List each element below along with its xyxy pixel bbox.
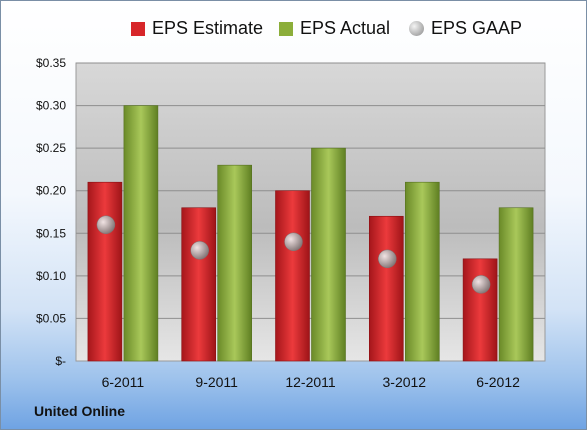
y-tick-label: $0.30 — [36, 99, 66, 113]
marker-eps-gaap — [190, 241, 209, 260]
x-tick-label: 12-2011 — [285, 374, 336, 390]
marker-eps-gaap — [471, 275, 491, 294]
y-tick-label: $0.35 — [36, 56, 66, 70]
y-tick-label: $- — [55, 354, 66, 368]
legend-item-eps-gaap: EPS GAAP — [409, 18, 522, 39]
bar-eps-estimate — [87, 181, 123, 362]
bar-eps-actual — [217, 164, 252, 362]
legend-item-eps-estimate: EPS Estimate — [131, 18, 263, 39]
legend-label-eps-gaap: EPS GAAP — [431, 18, 523, 38]
y-tick-label: $0.20 — [36, 184, 66, 198]
legend: EPS Estimate EPS Actual EPS GAAP — [1, 18, 586, 42]
marker-eps-gaap — [96, 215, 116, 235]
legend-swatch-eps-gaap — [409, 21, 424, 36]
bar-eps-estimate — [462, 258, 498, 362]
bar-eps-actual — [498, 207, 534, 362]
marker-eps-gaap — [284, 232, 303, 252]
x-tick-label: 9-2011 — [195, 374, 238, 390]
legend-label-eps-estimate: EPS Estimate — [152, 18, 264, 38]
bar-eps-estimate — [181, 207, 216, 362]
y-tick-label: $0.25 — [36, 141, 66, 155]
legend-swatch-eps-actual — [279, 21, 293, 36]
legend-swatch-eps-estimate — [131, 21, 145, 36]
legend-item-eps-actual: EPS Actual — [279, 18, 390, 39]
y-tick-label: $0.05 — [36, 311, 66, 325]
x-tick-label: 3-2012 — [383, 374, 427, 390]
bar-eps-estimate — [368, 215, 404, 362]
bar-eps-actual — [404, 181, 440, 362]
x-tick-label: 6-2011 — [102, 374, 145, 390]
x-tick-label: 6-2012 — [476, 374, 520, 390]
y-tick-label: $0.10 — [36, 269, 66, 283]
company-caption: United Online — [34, 403, 125, 419]
bar-eps-actual — [123, 105, 159, 362]
marker-eps-gaap — [378, 249, 397, 269]
bar-eps-actual — [311, 147, 346, 362]
legend-label-eps-actual: EPS Actual — [300, 18, 391, 38]
y-tick-label: $0.15 — [36, 226, 66, 240]
bar-eps-estimate — [275, 190, 310, 362]
